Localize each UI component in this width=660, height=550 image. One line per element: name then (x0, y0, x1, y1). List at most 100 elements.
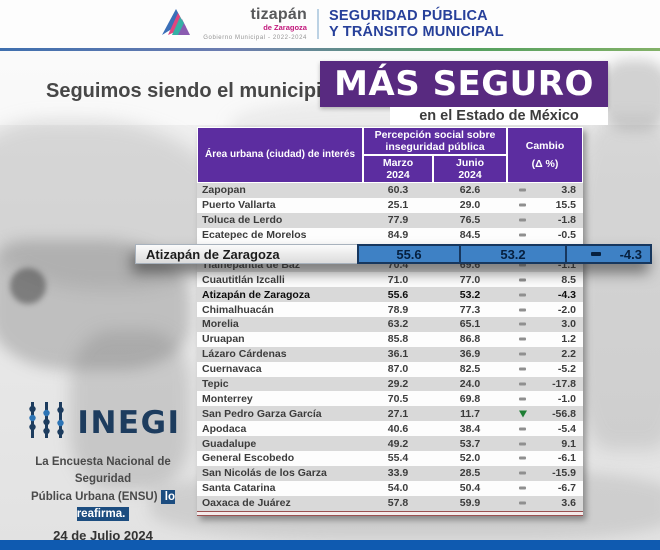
row-city: San Pedro Garza García (202, 407, 322, 420)
municipal-header: tizapán de Zaragoza Gobierno Municipal -… (0, 0, 660, 48)
row-change-value: -1.0 (557, 392, 576, 405)
row-change-symbol-icon (519, 293, 526, 297)
row-change-cell: -5.4 (507, 423, 583, 435)
row-change-symbol-icon (519, 337, 526, 341)
table-row: Cuernavaca 87.0 82.5 -5.2 (197, 361, 583, 377)
inegi-abacus-icon (25, 400, 71, 445)
row-change-symbol-icon (519, 308, 526, 312)
row-june-value: 84.5 (459, 229, 481, 242)
publication-date: 24 de Julio 2024 (53, 528, 153, 543)
table-row: Ecatepec de Morelos 84.9 84.5 -0.5 (197, 227, 583, 243)
row-change-symbol-icon (519, 410, 527, 418)
row-change-symbol-icon (519, 382, 526, 386)
inegi-wordmark: INEGI (77, 404, 181, 441)
column-header-area: Área urbana (ciudad) de interés (197, 127, 363, 183)
table-body: Zapopan 60.3 62.6 3.8 Puerto Vallarta 25… (197, 183, 583, 511)
row-march-value: 78.9 (387, 303, 409, 316)
row-city: Monterrey (202, 392, 253, 405)
row-city: Toluca de Lerdo (202, 214, 283, 227)
row-change-value: -6.7 (557, 482, 576, 495)
row-change-value: 8.5 (561, 273, 576, 286)
row-march-value: 27.1 (387, 407, 409, 420)
row-change-cell: 3.6 (507, 497, 583, 509)
municipality-logo: tizapán de Zaragoza Gobierno Municipal -… (156, 5, 307, 44)
row-march-value: 57.8 (387, 497, 409, 510)
row-june-value: 11.7 (460, 407, 480, 420)
row-city: Ecatepec de Morelos (202, 229, 307, 242)
row-june-value: 62.6 (459, 184, 481, 197)
row-change-cell: 1.2 (507, 333, 583, 345)
table-bottom-border (197, 510, 583, 516)
row-city: Cuautitlán Izcalli (202, 273, 285, 286)
row-march-value: 36.1 (387, 348, 409, 361)
row-change-cell: -6.7 (507, 482, 583, 494)
row-change-cell: -1.0 (507, 393, 583, 405)
row-change-value: 1.2 (561, 333, 576, 346)
row-city: Lázaro Cárdenas (202, 348, 287, 361)
row-change-value: -4.3 (557, 288, 576, 301)
table-row: Santa Catarina 54.0 50.4 -6.7 (197, 480, 583, 496)
table-row: Chimalhuacán 78.9 77.3 -2.0 (197, 302, 583, 318)
row-june-value: 69.8 (459, 392, 481, 405)
row-march-value: 29.2 (387, 378, 409, 391)
row-city: Cuernavaca (202, 363, 262, 376)
ensu-tagline: La Encuesta Nacional de Seguridad Públic… (10, 454, 196, 523)
row-march-value: 84.9 (387, 229, 409, 242)
row-change-symbol-icon (519, 501, 526, 505)
row-change-symbol-icon (519, 188, 526, 192)
logo-city-name: tizapán (250, 6, 307, 24)
row-june-value: 76.5 (459, 214, 481, 227)
row-change-symbol-icon (519, 203, 526, 207)
row-change-value: 15.5 (555, 199, 576, 212)
ensu-tagline-line2: Pública Urbana (ENSU) (31, 490, 158, 503)
table-row: Uruapan 85.8 86.8 1.2 (197, 331, 583, 347)
row-march-value: 87.0 (387, 363, 409, 376)
row-june-value: 77.0 (459, 273, 481, 286)
callout-change-value: -4.3 (619, 246, 642, 262)
row-city: Guadalupe (202, 437, 257, 450)
row-change-value: 2.2 (561, 348, 576, 361)
row-change-value: -17.8 (552, 378, 576, 391)
row-change-cell: -4.3 (507, 289, 583, 301)
row-march-value: 63.2 (387, 318, 409, 331)
row-change-cell: -5.2 (507, 363, 583, 375)
table-row: Zapopan 60.3 62.6 3.8 (197, 183, 583, 198)
department-line1: SEGURIDAD PÚBLICA (328, 7, 488, 24)
row-change-value: 3.0 (561, 318, 576, 331)
row-march-value: 70.5 (387, 392, 409, 405)
row-change-cell: -0.5 (507, 229, 583, 241)
row-change-value: -5.4 (557, 422, 576, 435)
table-row: San Nicolás de los Garza 33.9 28.5 -15.9 (197, 465, 583, 481)
row-city: Atizapán de Zaragoza (202, 288, 310, 301)
perception-table: Área urbana (ciudad) de interés Percepci… (197, 127, 583, 516)
row-change-value: 3.6 (561, 497, 576, 510)
row-city: Uruapan (202, 333, 245, 346)
row-june-value: 52.0 (459, 452, 481, 465)
header-gradient-rule (0, 48, 660, 51)
row-change-value: -5.2 (557, 363, 576, 376)
column-header-march: Marzo 2024 (363, 155, 433, 183)
row-change-symbol-icon (519, 442, 526, 446)
row-change-value: -0.5 (557, 229, 576, 242)
row-march-value: 55.6 (387, 288, 409, 301)
row-change-value: 3.8 (561, 184, 576, 197)
callout-city: Atizapán de Zaragoza (135, 244, 357, 264)
logo-text: tizapán de Zaragoza Gobierno Municipal -… (203, 7, 307, 41)
row-june-value: 28.5 (459, 467, 481, 480)
row-city: Puerto Vallarta (202, 199, 276, 212)
row-march-value: 33.9 (387, 467, 409, 480)
column-header-june: Junio 2024 (433, 155, 507, 183)
row-city: Apodaca (202, 422, 247, 435)
headline-subtitle: en el Estado de México (390, 107, 608, 125)
table-row: Atizapán de Zaragoza 55.6 53.2 -4.3 (197, 287, 583, 303)
row-city: Tepic (202, 378, 229, 391)
row-change-symbol-icon (519, 278, 526, 282)
row-change-cell: 3.0 (507, 318, 583, 330)
row-city: Zapopan (202, 184, 246, 197)
row-change-symbol-icon (519, 456, 526, 460)
row-change-value: -56.8 (552, 407, 576, 420)
row-june-value: 50.4 (459, 482, 481, 495)
callout-march-value: 55.6 (359, 246, 461, 262)
table-row: Lázaro Cárdenas 36.1 36.9 2.2 (197, 346, 583, 362)
